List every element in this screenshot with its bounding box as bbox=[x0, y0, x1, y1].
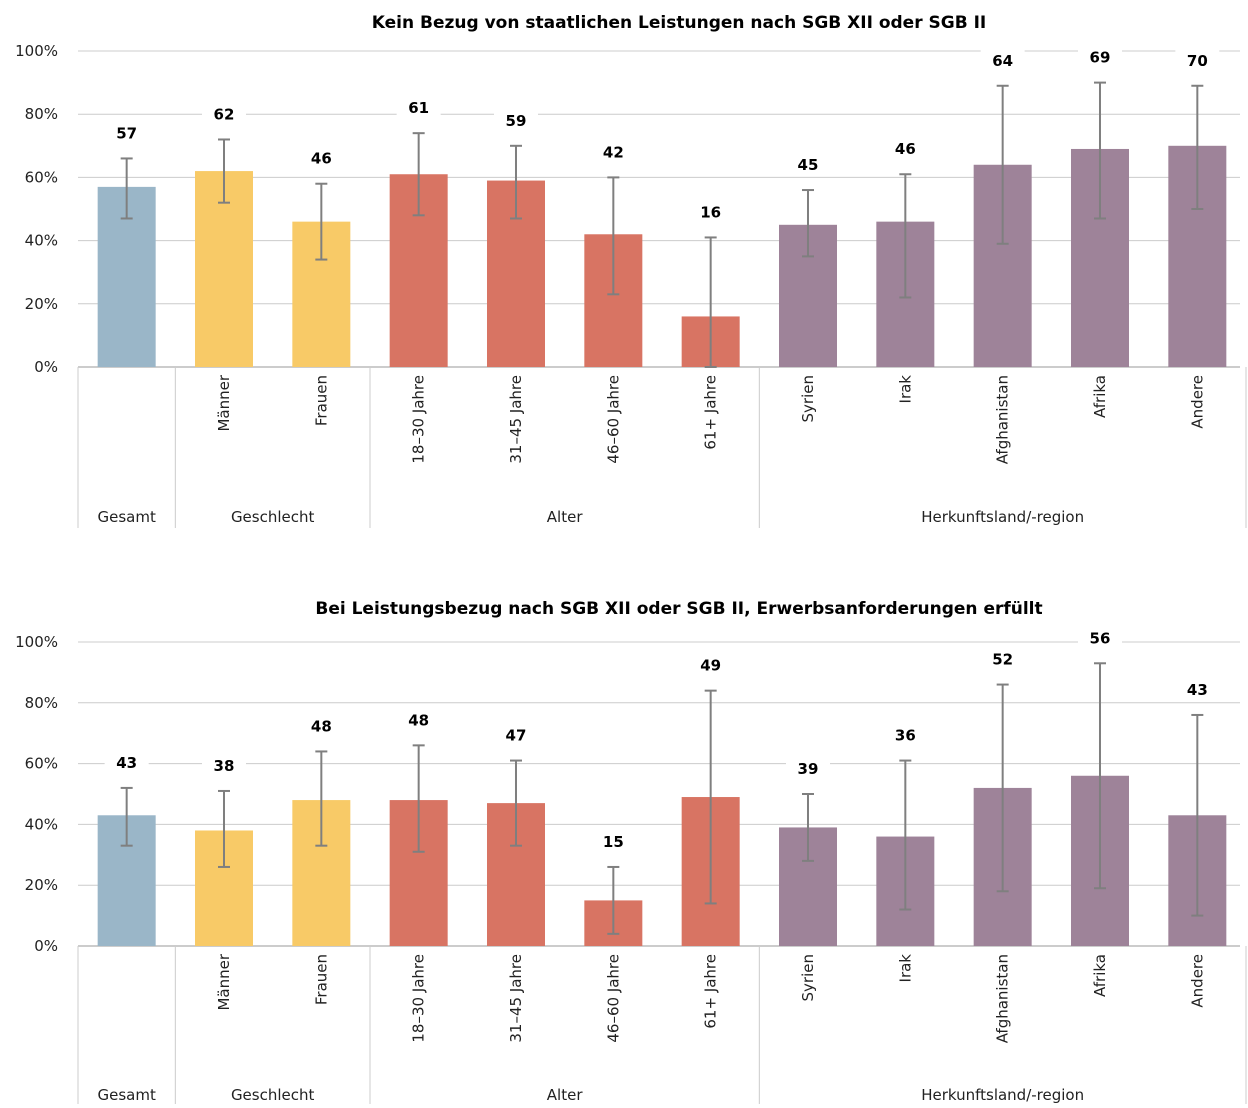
chart-title: Kein Bezug von staatlichen Leistungen na… bbox=[372, 13, 987, 33]
group-label: Gesamt bbox=[97, 508, 155, 526]
data-label-bg bbox=[396, 708, 441, 731]
category-label: 61+ Jahre bbox=[702, 954, 720, 1029]
data-label: 56 bbox=[1090, 629, 1111, 647]
data-label: 47 bbox=[506, 727, 527, 745]
category-label: Frauen bbox=[312, 954, 330, 1005]
data-label-bg bbox=[883, 723, 928, 746]
y-tick-label: 80% bbox=[25, 105, 58, 123]
data-label: 45 bbox=[798, 156, 819, 174]
data-label-bg bbox=[299, 146, 344, 169]
category-label: Irak bbox=[896, 375, 914, 404]
category-label: 46–60 Jahre bbox=[604, 954, 622, 1043]
data-label-bg bbox=[688, 200, 733, 223]
y-tick-label: 20% bbox=[25, 295, 58, 313]
data-label-bg bbox=[980, 647, 1025, 670]
category-label: Andere bbox=[1188, 375, 1206, 429]
category-label: Männer bbox=[215, 374, 233, 431]
data-label-bg bbox=[299, 714, 344, 737]
category-label: Afrika bbox=[1091, 375, 1109, 418]
chart-title: Bei Leistungsbezug nach SGB XII oder SGB… bbox=[315, 599, 1042, 619]
y-tick-label: 60% bbox=[25, 168, 58, 186]
data-label-bg bbox=[201, 753, 246, 776]
data-label-bg bbox=[104, 750, 149, 773]
category-label: 18–30 Jahre bbox=[410, 375, 428, 464]
data-label-bg bbox=[883, 137, 928, 160]
y-tick-label: 100% bbox=[15, 633, 58, 651]
category-label: 18–30 Jahre bbox=[410, 954, 428, 1043]
category-label: Irak bbox=[896, 954, 914, 983]
bar bbox=[194, 171, 253, 367]
data-label: 59 bbox=[506, 112, 527, 130]
y-tick-label: 20% bbox=[25, 876, 58, 894]
data-label-bg bbox=[591, 829, 636, 852]
y-tick-label: 60% bbox=[25, 755, 58, 773]
chart-1: Kein Bezug von staatlichen Leistungen na… bbox=[15, 13, 1247, 528]
data-label: 57 bbox=[116, 124, 137, 142]
category-label: Syrien bbox=[799, 375, 817, 422]
group-label: Geschlecht bbox=[231, 1086, 315, 1104]
data-label: 16 bbox=[700, 203, 721, 221]
data-label: 69 bbox=[1090, 49, 1111, 67]
y-tick-label: 40% bbox=[25, 815, 58, 833]
data-label-bg bbox=[980, 48, 1025, 71]
data-label-bg bbox=[1077, 45, 1122, 68]
chart-2: Bei Leistungsbezug nach SGB XII oder SGB… bbox=[15, 599, 1247, 1104]
category-label: 61+ Jahre bbox=[702, 375, 720, 450]
data-label: 43 bbox=[116, 754, 137, 772]
data-label: 43 bbox=[1187, 681, 1208, 699]
group-label: Gesamt bbox=[97, 1086, 155, 1104]
data-label: 48 bbox=[408, 711, 429, 729]
data-label: 39 bbox=[798, 760, 819, 778]
data-label: 70 bbox=[1187, 52, 1208, 70]
data-label-bg bbox=[591, 140, 636, 163]
data-label: 46 bbox=[311, 150, 332, 168]
data-label: 38 bbox=[214, 757, 235, 775]
category-label: 31–45 Jahre bbox=[507, 954, 525, 1043]
category-label: Frauen bbox=[312, 375, 330, 426]
data-label-bg bbox=[201, 102, 246, 125]
category-label: Afghanistan bbox=[994, 375, 1012, 464]
data-label: 46 bbox=[895, 140, 916, 158]
data-label-bg bbox=[396, 96, 441, 119]
data-label: 61 bbox=[408, 99, 429, 117]
category-label: Syrien bbox=[799, 954, 817, 1001]
y-tick-label: 80% bbox=[25, 694, 58, 712]
data-label-bg bbox=[493, 108, 538, 131]
y-tick-label: 0% bbox=[34, 937, 58, 955]
data-label-bg bbox=[785, 153, 830, 176]
y-tick-label: 100% bbox=[15, 42, 58, 60]
category-label: 46–60 Jahre bbox=[604, 375, 622, 464]
data-label: 62 bbox=[214, 105, 235, 123]
data-label-bg bbox=[785, 757, 830, 779]
data-label: 64 bbox=[992, 52, 1013, 70]
group-label: Herkunftsland/-region bbox=[921, 508, 1084, 526]
data-label: 42 bbox=[603, 143, 624, 161]
data-label: 48 bbox=[311, 717, 332, 735]
category-label: Afghanistan bbox=[994, 954, 1012, 1043]
category-label: Andere bbox=[1188, 954, 1206, 1008]
data-label: 49 bbox=[700, 657, 721, 675]
group-label: Alter bbox=[547, 1086, 584, 1104]
y-tick-label: 0% bbox=[34, 358, 58, 376]
group-label: Herkunftsland/-region bbox=[921, 1086, 1084, 1104]
data-label-bg bbox=[1077, 626, 1122, 649]
data-label: 15 bbox=[603, 833, 624, 851]
data-label-bg bbox=[1175, 48, 1220, 71]
data-label-bg bbox=[104, 121, 149, 144]
y-tick-label: 40% bbox=[25, 232, 58, 250]
category-label: Afrika bbox=[1091, 954, 1109, 997]
category-label: Männer bbox=[215, 953, 233, 1010]
data-label-bg bbox=[688, 653, 733, 676]
group-label: Alter bbox=[547, 508, 584, 526]
data-label-bg bbox=[493, 723, 538, 746]
category-label: 31–45 Jahre bbox=[507, 375, 525, 464]
data-label: 36 bbox=[895, 727, 916, 745]
data-label: 52 bbox=[992, 651, 1013, 669]
group-label: Geschlecht bbox=[231, 508, 315, 526]
data-label-bg bbox=[1175, 677, 1220, 700]
